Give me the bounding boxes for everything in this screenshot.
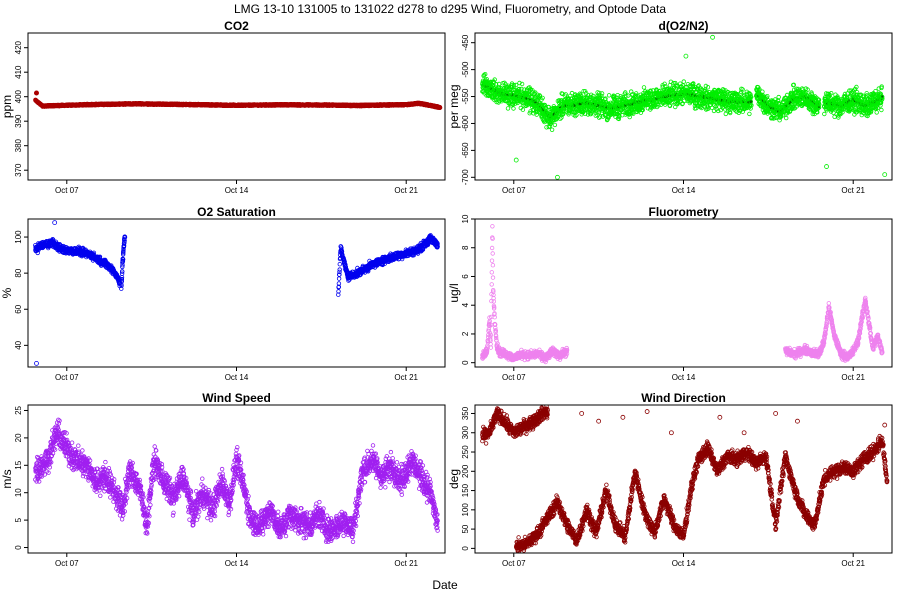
panels: CO2 ppm 370 380 390 400 410 420 Oct 07 Oct 14 Oct … xyxy=(0,19,893,568)
ytick-label-co2-1: 380 xyxy=(14,138,23,152)
xtick-label-co2-2: Oct 21 xyxy=(394,186,418,195)
ytick-label-co2-3: 400 xyxy=(14,89,23,103)
figure-title: LMG 13-10 131005 to 131022 d278 to d295 … xyxy=(234,2,666,16)
data-point xyxy=(549,127,555,132)
xtick-label-do2n2-2: Oct 21 xyxy=(841,186,865,195)
ylabel-co2: ppm xyxy=(0,95,14,118)
data-point xyxy=(511,106,516,111)
outlier-point xyxy=(33,90,39,96)
xtick-label-do2n2-1: Oct 14 xyxy=(672,186,696,195)
series-co2 xyxy=(33,90,443,110)
xtick-label-do2n2-0: Oct 07 xyxy=(502,186,526,195)
ytick-label-do2n2-1: -650 xyxy=(461,142,470,159)
ylabel-do2n2: per meg xyxy=(447,84,461,128)
ytick-label-co2-4: 410 xyxy=(14,65,23,79)
panel-title-co2: CO2 xyxy=(224,19,249,33)
ytick-label-co2-5: 420 xyxy=(14,40,23,54)
ytick-label-do2n2-2: -600 xyxy=(461,115,470,132)
figure-xlabel: Date xyxy=(432,578,458,592)
ytick-label-do2n2-5: -450 xyxy=(461,34,470,51)
panel-title-do2n2: d(O2/N2) xyxy=(658,19,708,33)
data-point xyxy=(627,114,632,120)
panel-do2n2: d(O2/N2) per meg -700 -650 -600 -550 -500 -450 O… xyxy=(447,19,893,195)
ytick-label-do2n2-4: -500 xyxy=(461,61,470,78)
ytick-label-co2-2: 390 xyxy=(14,114,23,128)
ytick-label-do2n2-3: -550 xyxy=(461,88,470,105)
series-do2n2 xyxy=(480,34,888,180)
data-point xyxy=(723,111,728,117)
data-point xyxy=(552,122,558,128)
ytick-label-co2-0: 370 xyxy=(14,163,23,177)
data-point xyxy=(505,106,511,111)
data-point xyxy=(641,85,647,90)
data-point xyxy=(513,82,519,88)
ytick-label-do2n2-0: -700 xyxy=(461,169,470,186)
panel-co2: CO2 ppm 370 380 390 400 410 420 Oct 07 Oct 14 Oct … xyxy=(0,19,446,195)
xtick-label-co2-1: Oct 14 xyxy=(225,186,249,195)
data-point xyxy=(438,105,443,110)
xtick-label-co2-0: Oct 07 xyxy=(55,186,79,195)
data-point xyxy=(681,79,686,84)
data-point xyxy=(606,93,612,98)
